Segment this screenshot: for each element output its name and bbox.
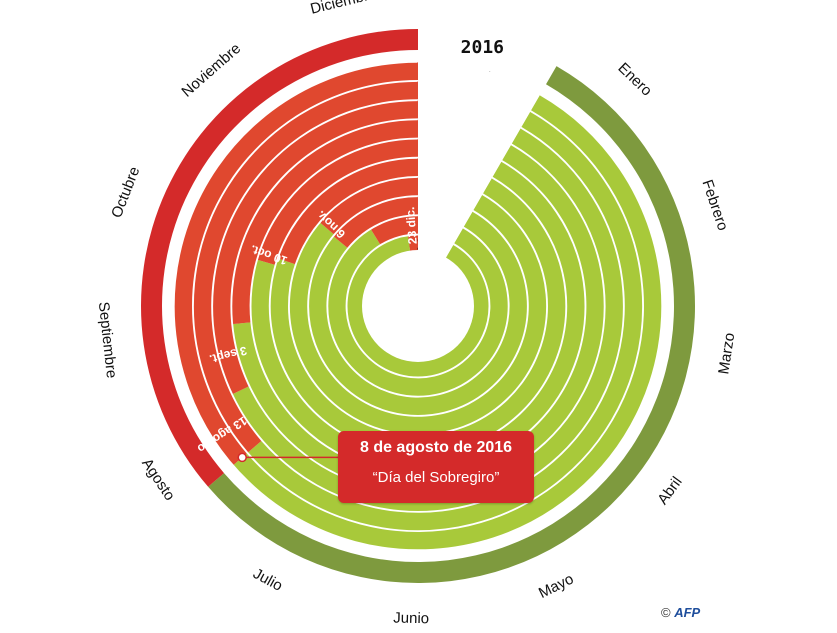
year-band-2016-red <box>141 29 418 487</box>
month-divider <box>213 519 223 530</box>
copyright-symbol: © <box>661 605 671 620</box>
month-label: Octubre <box>108 164 143 220</box>
month-divider <box>338 585 344 598</box>
current-year-label: 2016 <box>461 37 504 58</box>
month-label: Septiembre <box>95 301 120 379</box>
month-divider <box>479 588 485 602</box>
ring-separator <box>173 61 663 551</box>
ring-separator <box>307 195 529 417</box>
ring-red <box>174 62 418 466</box>
ring-separator <box>211 99 625 513</box>
month-label: Julio <box>250 565 285 595</box>
ring-separator <box>346 234 490 378</box>
callout-date: 8 de agosto de 2016 <box>359 439 513 456</box>
month-divider <box>170 131 182 141</box>
ring-red <box>277 158 418 265</box>
ring-separator <box>288 176 548 436</box>
month-label: Agosto <box>138 455 178 503</box>
month-divider <box>277 37 285 50</box>
month-divider <box>706 278 719 282</box>
open-wedge <box>418 61 541 261</box>
ring-red <box>212 100 418 395</box>
month-divider <box>133 404 146 411</box>
ring-red <box>257 138 418 265</box>
center-hole <box>362 250 474 362</box>
overshoot-day-callout: 8 de agosto de 2016 “Día del Sobregiro” <box>338 431 534 503</box>
month-divider <box>662 142 674 152</box>
afp-logo: AFP <box>674 605 701 620</box>
callout-marker <box>237 452 247 463</box>
ring-red <box>370 215 418 245</box>
month-label: Abril <box>654 474 685 508</box>
month-label: Febrero <box>698 178 731 233</box>
credit-afp: © AFP <box>661 605 700 620</box>
month-label: Noviembre <box>178 40 244 101</box>
month-label: Junio <box>393 610 429 628</box>
ring-separator <box>192 80 644 532</box>
callout-name: “Día del Sobregiro” <box>372 469 500 486</box>
month-label: Diciembre <box>309 0 379 18</box>
month-label: Marzo <box>715 332 738 376</box>
date-annotation: 23 dic. <box>403 206 420 244</box>
month-divider <box>685 416 698 423</box>
ring-red <box>193 81 418 453</box>
ring-red <box>407 234 418 254</box>
month-label: Mayo <box>536 571 576 602</box>
month-divider <box>603 527 613 538</box>
ring-red <box>319 177 418 235</box>
ring-red <box>231 119 418 325</box>
month-divider <box>562 43 570 56</box>
month-label: Enero <box>614 60 655 100</box>
ring-red <box>333 196 418 248</box>
month-divider <box>118 265 131 270</box>
ring-separator <box>326 214 510 398</box>
